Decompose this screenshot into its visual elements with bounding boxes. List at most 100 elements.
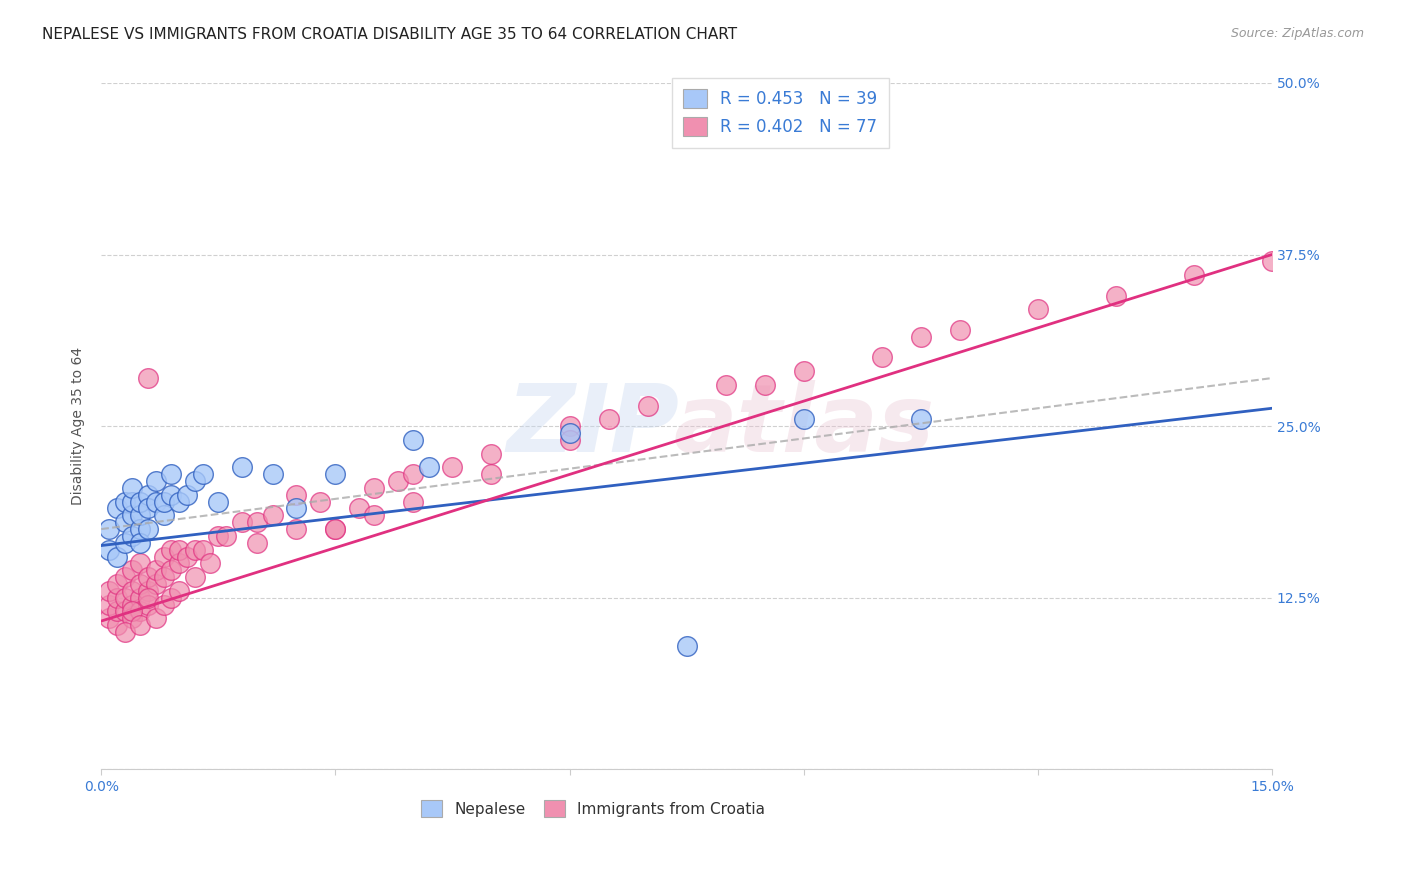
Point	[1026, 302, 1049, 317]
Point	[558, 433, 581, 447]
Point	[152, 549, 174, 564]
Point	[98, 522, 121, 536]
Point	[129, 557, 152, 571]
Point	[714, 378, 737, 392]
Point	[167, 494, 190, 508]
Point	[231, 460, 253, 475]
Point	[160, 488, 183, 502]
Point	[231, 515, 253, 529]
Point	[121, 583, 143, 598]
Point	[870, 351, 893, 365]
Point	[121, 611, 143, 625]
Point	[675, 639, 697, 653]
Point	[136, 371, 159, 385]
Point	[325, 467, 347, 482]
Point	[129, 591, 152, 605]
Point	[160, 563, 183, 577]
Point	[121, 508, 143, 523]
Point	[114, 604, 136, 618]
Point	[167, 542, 190, 557]
Point	[136, 598, 159, 612]
Point	[363, 508, 385, 523]
Point	[481, 467, 503, 482]
Point	[207, 494, 229, 508]
Text: atlas: atlas	[673, 380, 935, 472]
Text: NEPALESE VS IMMIGRANTS FROM CROATIA DISABILITY AGE 35 TO 64 CORRELATION CHART: NEPALESE VS IMMIGRANTS FROM CROATIA DISA…	[42, 27, 737, 42]
Point	[145, 494, 167, 508]
Point	[105, 591, 128, 605]
Point	[160, 467, 183, 482]
Point	[152, 570, 174, 584]
Point	[136, 583, 159, 598]
Point	[1261, 254, 1284, 268]
Point	[1105, 289, 1128, 303]
Point	[184, 570, 207, 584]
Point	[184, 542, 207, 557]
Point	[418, 460, 440, 475]
Point	[325, 522, 347, 536]
Point	[114, 494, 136, 508]
Point	[910, 330, 932, 344]
Point	[145, 611, 167, 625]
Point	[98, 598, 121, 612]
Legend: Nepalese, Immigrants from Croatia: Nepalese, Immigrants from Croatia	[415, 794, 772, 823]
Point	[191, 467, 214, 482]
Point	[754, 378, 776, 392]
Point	[637, 399, 659, 413]
Point	[160, 591, 183, 605]
Point	[285, 488, 308, 502]
Point	[129, 494, 152, 508]
Point	[121, 563, 143, 577]
Point	[363, 481, 385, 495]
Y-axis label: Disability Age 35 to 64: Disability Age 35 to 64	[72, 347, 86, 505]
Point	[105, 604, 128, 618]
Point	[98, 583, 121, 598]
Point	[347, 501, 370, 516]
Point	[121, 529, 143, 543]
Point	[105, 577, 128, 591]
Point	[114, 536, 136, 550]
Point	[136, 488, 159, 502]
Point	[136, 501, 159, 516]
Point	[167, 557, 190, 571]
Point	[114, 515, 136, 529]
Point	[136, 591, 159, 605]
Point	[285, 522, 308, 536]
Point	[114, 625, 136, 640]
Point	[167, 583, 190, 598]
Point	[481, 446, 503, 460]
Point	[402, 494, 425, 508]
Point	[129, 577, 152, 591]
Point	[129, 522, 152, 536]
Point	[129, 508, 152, 523]
Point	[114, 591, 136, 605]
Point	[105, 549, 128, 564]
Point	[441, 460, 464, 475]
Point	[308, 494, 330, 508]
Point	[114, 570, 136, 584]
Point	[176, 549, 198, 564]
Point	[949, 323, 972, 337]
Point	[121, 598, 143, 612]
Point	[558, 425, 581, 440]
Point	[121, 481, 143, 495]
Point	[152, 508, 174, 523]
Point	[598, 412, 620, 426]
Point	[246, 515, 269, 529]
Point	[145, 563, 167, 577]
Point	[121, 604, 143, 618]
Point	[402, 467, 425, 482]
Point	[207, 529, 229, 543]
Point	[152, 598, 174, 612]
Point	[121, 494, 143, 508]
Point	[152, 494, 174, 508]
Text: ZIP: ZIP	[506, 380, 679, 472]
Point	[200, 557, 222, 571]
Point	[387, 474, 409, 488]
Point	[136, 522, 159, 536]
Point	[402, 433, 425, 447]
Point	[262, 508, 284, 523]
Point	[145, 577, 167, 591]
Point	[191, 542, 214, 557]
Point	[136, 570, 159, 584]
